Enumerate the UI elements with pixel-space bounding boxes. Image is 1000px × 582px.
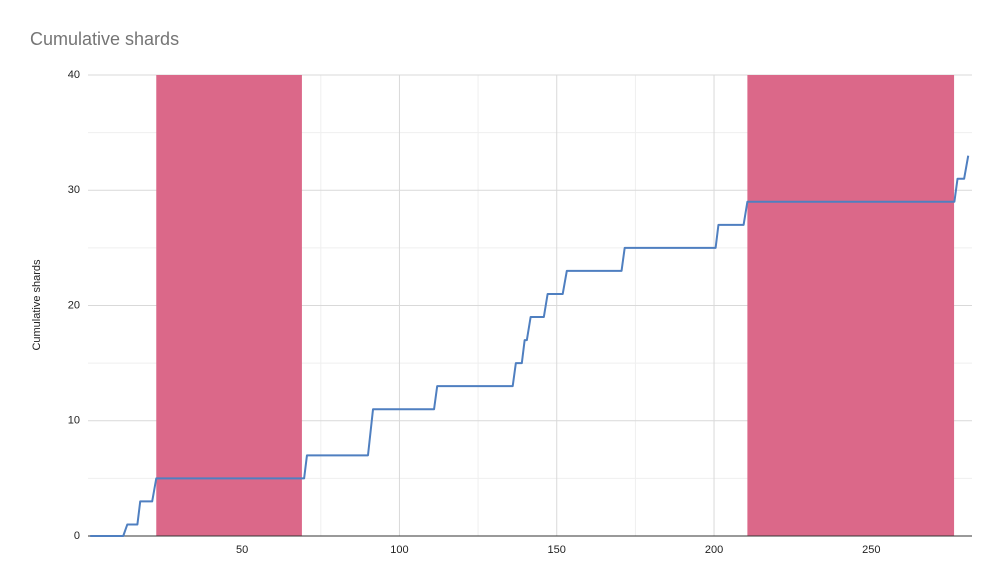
x-tick-label: 200 [705, 544, 723, 556]
y-axis-label: Cumulative shards [31, 259, 43, 351]
shaded-band [747, 75, 955, 536]
x-tick-label: 250 [862, 544, 880, 556]
y-tick-label: 30 [68, 184, 80, 196]
chart-title: Cumulative shards [30, 29, 179, 49]
y-tick-label: 40 [68, 69, 80, 81]
x-tick-label: 150 [548, 544, 566, 556]
shaded-band [156, 75, 302, 536]
y-tick-label: 0 [74, 530, 80, 542]
x-tick-label: 100 [390, 544, 408, 556]
y-tick-label: 20 [68, 299, 80, 311]
data-line [90, 155, 970, 537]
y-tick-label: 10 [68, 415, 80, 427]
x-tick-label: 50 [236, 544, 248, 556]
